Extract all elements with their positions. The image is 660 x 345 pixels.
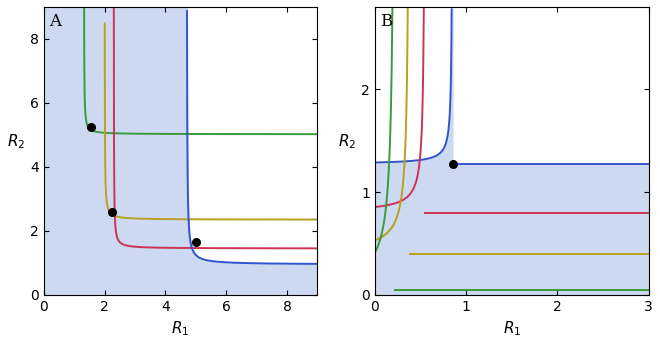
- Text: B: B: [380, 13, 393, 30]
- Y-axis label: $R_2$: $R_2$: [338, 132, 356, 151]
- Y-axis label: $R_2$: $R_2$: [7, 132, 25, 151]
- Text: A: A: [50, 13, 61, 30]
- X-axis label: $R_1$: $R_1$: [172, 319, 189, 338]
- X-axis label: $R_1$: $R_1$: [503, 319, 521, 338]
